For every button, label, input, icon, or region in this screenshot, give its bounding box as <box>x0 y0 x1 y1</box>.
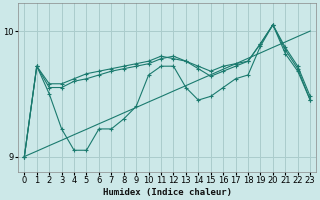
X-axis label: Humidex (Indice chaleur): Humidex (Indice chaleur) <box>103 188 232 197</box>
